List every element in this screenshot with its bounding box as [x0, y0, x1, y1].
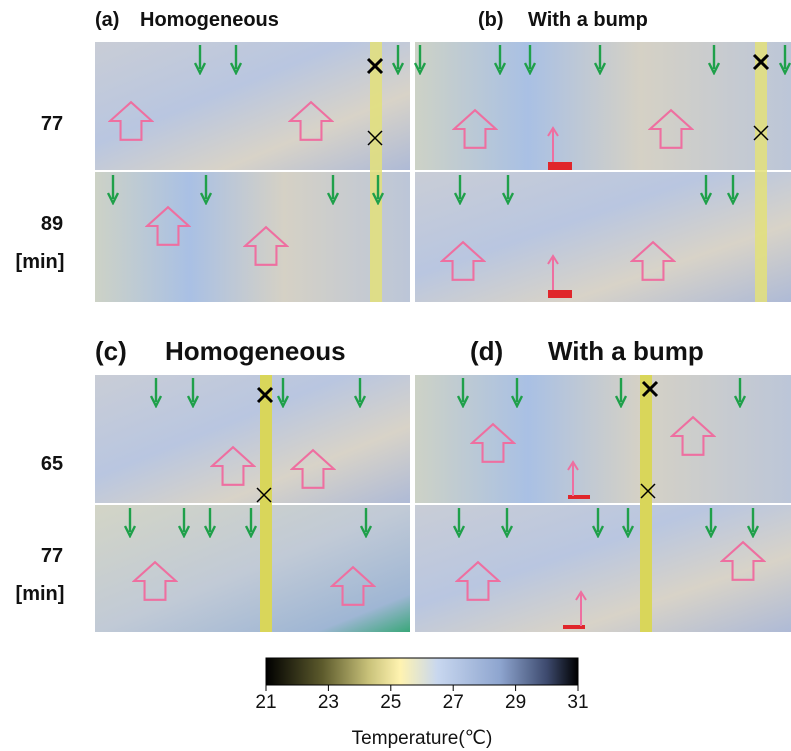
panel-label: (c) — [95, 336, 127, 366]
heater-stripe — [640, 375, 652, 632]
time-unit: [min] — [16, 251, 65, 273]
colorbar-label: Temperature(℃) — [352, 728, 493, 749]
photo — [415, 42, 791, 170]
panel-title: Homogeneous — [165, 336, 346, 366]
bump — [548, 162, 572, 170]
panel-title: With a bump — [528, 9, 648, 31]
time-unit: [min] — [16, 583, 65, 605]
colorbar-tick-label: 27 — [443, 692, 464, 713]
panel-title: Homogeneous — [140, 9, 279, 31]
figure: (a) Homogeneous (b) With a bump (c) Homo… — [0, 0, 791, 751]
photo — [95, 375, 410, 503]
photo — [415, 375, 791, 503]
photo — [415, 172, 791, 302]
photo — [95, 42, 410, 170]
heater-stripe — [260, 375, 272, 632]
bump — [568, 495, 590, 499]
colorbar-tick-label: 31 — [567, 692, 588, 713]
colorbar-ticks: 21 23 25 27 29 31 — [255, 685, 588, 713]
panel-label: (b) — [478, 9, 504, 31]
colorbar-tick-label: 29 — [505, 692, 526, 713]
time-label: 77 — [41, 113, 63, 135]
colorbar-tick-label: 23 — [318, 692, 339, 713]
time-label: 89 — [41, 213, 63, 235]
panel-title: With a bump — [548, 336, 704, 366]
time-label: 65 — [41, 453, 63, 475]
panel-label: (a) — [95, 9, 119, 31]
photo — [95, 172, 410, 302]
photo — [95, 505, 410, 632]
heater-stripe — [370, 42, 382, 302]
bump — [548, 290, 572, 298]
colorbar-tick-label: 25 — [380, 692, 401, 713]
time-label: 77 — [41, 545, 63, 567]
colorbar — [266, 658, 578, 685]
colorbar-tick-label: 21 — [255, 692, 276, 713]
heater-stripe — [755, 42, 767, 302]
panel-label: (d) — [470, 336, 503, 366]
